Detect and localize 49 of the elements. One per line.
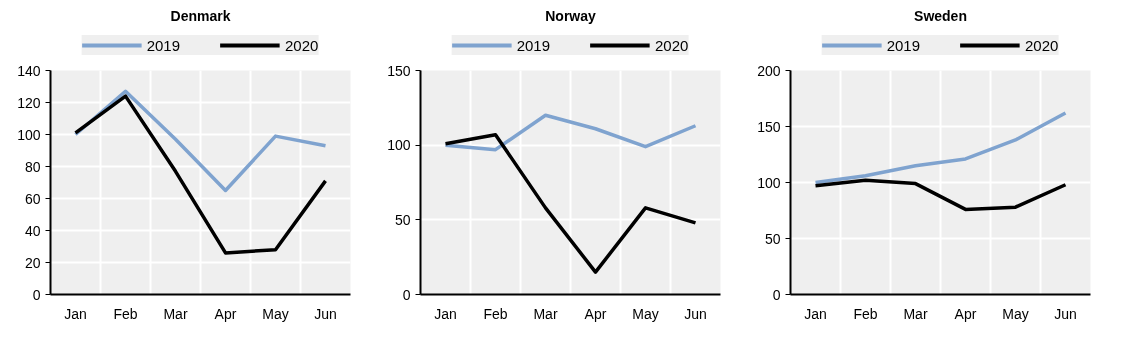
x-tick-label: May bbox=[262, 305, 289, 322]
legend-label: 2020 bbox=[285, 36, 319, 54]
chart-title: Denmark bbox=[170, 7, 231, 24]
legend-label: 2019 bbox=[146, 36, 180, 54]
line-series bbox=[813, 111, 1068, 185]
x-tick-label: Jan bbox=[434, 305, 457, 322]
y-tick-label: 200 bbox=[757, 62, 781, 79]
x-tick-label: May bbox=[1002, 305, 1029, 322]
x-tick-label: Jan bbox=[64, 305, 87, 322]
y-tick-label: 0 bbox=[402, 286, 411, 303]
y-tick-label: 0 bbox=[32, 286, 41, 303]
y-tick-label: 60 bbox=[24, 190, 41, 207]
x-tick-label: Feb bbox=[113, 305, 138, 322]
chart-title: Sweden bbox=[914, 7, 967, 24]
y-tick-label: 100 bbox=[17, 126, 41, 143]
line-series bbox=[443, 132, 698, 274]
y-tick-label: 100 bbox=[387, 137, 411, 154]
x-tick-label: Apr bbox=[214, 305, 237, 322]
x-tick-label: Jun bbox=[1054, 305, 1077, 322]
legend-label: 2019 bbox=[886, 36, 920, 54]
x-tick-label: Mar bbox=[163, 305, 188, 322]
x-tick-label: Jan bbox=[804, 305, 827, 322]
line-series bbox=[73, 94, 328, 255]
legend-label: 2019 bbox=[516, 36, 550, 54]
y-tick-label: 150 bbox=[757, 118, 781, 135]
y-tick-label: 150 bbox=[387, 62, 411, 79]
y-tick-label: 100 bbox=[757, 174, 781, 191]
legend-label: 2020 bbox=[655, 36, 689, 54]
x-tick-label: Mar bbox=[903, 305, 928, 322]
x-tick-label: Feb bbox=[483, 305, 508, 322]
chart-title: Norway bbox=[545, 7, 596, 24]
y-tick-label: 140 bbox=[17, 62, 41, 79]
y-tick-label: 20 bbox=[24, 254, 41, 271]
y-tick-label: 120 bbox=[17, 94, 41, 111]
y-tick-label: 40 bbox=[24, 222, 41, 239]
y-tick-label: 0 bbox=[772, 286, 781, 303]
legend-label: 2020 bbox=[1025, 36, 1059, 54]
x-tick-label: Jun bbox=[314, 305, 337, 322]
x-tick-label: Feb bbox=[853, 305, 878, 322]
x-tick-label: Jun bbox=[684, 305, 707, 322]
y-tick-label: 50 bbox=[394, 211, 411, 228]
x-tick-label: Apr bbox=[954, 305, 977, 322]
x-tick-label: Mar bbox=[533, 305, 558, 322]
y-tick-label: 80 bbox=[24, 158, 41, 175]
x-tick-label: Apr bbox=[584, 305, 607, 322]
line-series bbox=[443, 113, 698, 152]
x-tick-label: May bbox=[632, 305, 659, 322]
line-series bbox=[813, 178, 1068, 212]
y-tick-label: 50 bbox=[764, 230, 781, 247]
